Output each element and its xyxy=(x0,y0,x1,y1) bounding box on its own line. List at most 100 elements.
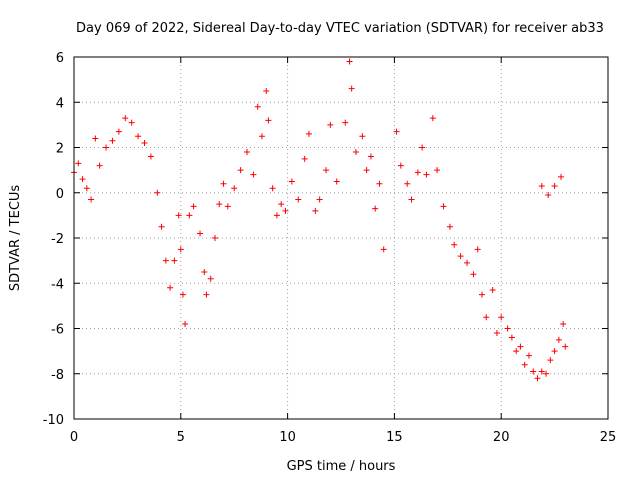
data-point xyxy=(457,253,464,260)
data-point xyxy=(96,162,103,169)
data-point xyxy=(179,291,186,298)
y-tick-label: -2 xyxy=(51,232,64,247)
data-point xyxy=(545,192,552,199)
data-point xyxy=(359,133,366,140)
data-point xyxy=(521,361,528,368)
data-point xyxy=(115,128,122,135)
data-point xyxy=(352,149,359,156)
data-point xyxy=(376,180,383,187)
y-tick-label: -10 xyxy=(43,413,64,428)
data-point xyxy=(530,368,537,375)
data-point xyxy=(305,130,312,137)
data-point xyxy=(109,137,116,144)
y-tick-label: 6 xyxy=(56,51,64,66)
data-point xyxy=(201,268,208,275)
data-point xyxy=(177,246,184,253)
data-point xyxy=(103,144,110,151)
x-tick-label: 0 xyxy=(70,430,78,445)
x-tick-label: 20 xyxy=(493,430,510,445)
grid xyxy=(74,57,608,419)
x-tick-label: 5 xyxy=(177,430,185,445)
data-point xyxy=(493,330,500,337)
data-point xyxy=(397,162,404,169)
data-point xyxy=(419,144,426,151)
data-point xyxy=(231,185,238,192)
data-point xyxy=(538,368,545,375)
data-point xyxy=(288,178,295,185)
data-point xyxy=(404,180,411,187)
data-point xyxy=(278,201,285,208)
data-point xyxy=(372,205,379,212)
data-point xyxy=(224,203,231,210)
data-point xyxy=(282,207,289,214)
data-point xyxy=(197,230,204,237)
data-point xyxy=(75,160,82,167)
data-point xyxy=(211,235,218,241)
data-point xyxy=(323,167,330,174)
data-point xyxy=(408,196,415,203)
data-point xyxy=(367,153,374,160)
data-point xyxy=(273,212,280,219)
data-point xyxy=(451,241,458,248)
data-point xyxy=(538,182,545,189)
data-point xyxy=(141,139,148,146)
data-point xyxy=(190,203,197,210)
data-point xyxy=(440,203,447,210)
y-axis: -10 -8 -6 -4 -2 0 2 4 6 xyxy=(43,51,608,428)
data-point xyxy=(551,182,558,189)
data-point xyxy=(423,171,430,178)
data-point xyxy=(175,212,182,219)
data-point xyxy=(220,180,227,187)
data-point xyxy=(498,314,505,321)
data-point xyxy=(517,343,524,350)
data-point xyxy=(380,246,387,253)
data-point xyxy=(489,287,496,294)
data-point xyxy=(483,314,490,321)
data-point xyxy=(122,115,129,122)
data-point xyxy=(348,85,355,92)
data-point xyxy=(478,291,485,298)
data-point xyxy=(162,257,169,264)
data-point xyxy=(254,103,261,110)
x-tick-label: 10 xyxy=(279,430,296,445)
data-point xyxy=(269,185,276,192)
data-point xyxy=(216,201,223,208)
x-tick-label: 15 xyxy=(386,430,403,445)
data-point xyxy=(203,291,210,298)
data-point xyxy=(135,133,142,140)
data-point xyxy=(186,212,193,219)
data-point xyxy=(560,320,567,327)
data-point xyxy=(316,196,323,203)
x-tick-label: 25 xyxy=(600,430,617,445)
y-tick-label: -4 xyxy=(51,277,64,292)
data-point xyxy=(171,257,178,264)
y-tick-label: 0 xyxy=(56,187,64,202)
y-tick-label: 4 xyxy=(56,96,64,111)
data-point xyxy=(295,196,302,203)
data-point xyxy=(562,343,569,350)
y-axis-label: SDTVAR / TECUs xyxy=(8,185,23,292)
data-point xyxy=(434,167,441,174)
data-point xyxy=(513,348,520,355)
y-tick-label: 2 xyxy=(56,142,64,157)
chart-title: Day 069 of 2022, Sidereal Day-to-day VTE… xyxy=(76,21,604,36)
data-point xyxy=(551,348,558,355)
data-point xyxy=(429,115,436,122)
data-point xyxy=(342,119,349,126)
data-point xyxy=(237,167,244,174)
data-point xyxy=(393,128,400,135)
data-point xyxy=(265,117,272,124)
data-point xyxy=(154,189,161,196)
data-point xyxy=(263,87,270,94)
y-tick-label: -8 xyxy=(51,368,64,383)
data-point xyxy=(534,375,541,382)
data-points xyxy=(71,58,569,382)
data-point xyxy=(504,325,511,332)
x-axis-label: GPS time / hours xyxy=(287,459,396,474)
data-point xyxy=(474,246,481,253)
data-point xyxy=(363,167,370,174)
data-point xyxy=(158,223,165,230)
data-point xyxy=(346,58,353,65)
data-point xyxy=(333,178,340,185)
